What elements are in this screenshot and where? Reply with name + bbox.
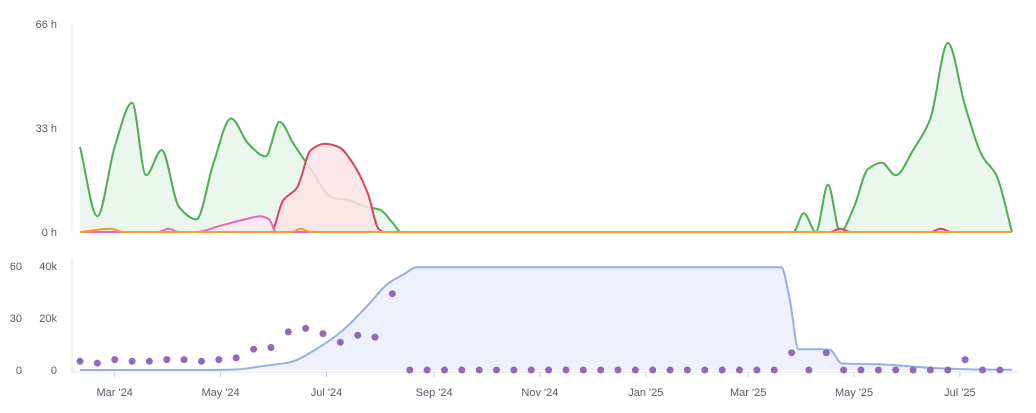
count-point xyxy=(545,366,553,374)
count-point xyxy=(718,366,726,374)
count-point xyxy=(527,366,535,374)
x-tick-label: Mar '24 xyxy=(97,387,133,399)
count-scatter-chart: 0 30 60 0 20k 40k Mar '24 May '24 Jul '24 Sep '… xyxy=(10,260,1018,399)
count-point xyxy=(493,366,500,374)
count-point xyxy=(770,366,778,374)
count-point xyxy=(631,366,639,374)
count-point xyxy=(892,366,900,374)
date-x-axis: Mar '24 May '24 Jul '24 Sep '24 Nov '24 Jan '… xyxy=(97,372,976,399)
count-point xyxy=(614,366,622,374)
count-point xyxy=(701,366,709,374)
count-point xyxy=(441,366,448,374)
count-point xyxy=(145,357,153,365)
count-right-y-axis: 0 20k 40k xyxy=(39,261,57,377)
count-point xyxy=(788,349,796,357)
x-tick-label: Nov '24 xyxy=(521,387,558,399)
count-point xyxy=(267,344,275,351)
hours-area-series xyxy=(79,41,1013,234)
count-point xyxy=(406,366,414,374)
count-point xyxy=(926,366,934,374)
x-tick-label: Sep '24 xyxy=(416,387,453,399)
count-left-y-tick-label: 0 xyxy=(16,365,22,377)
count-point xyxy=(284,328,292,336)
count-point xyxy=(562,366,570,374)
hours-series-1-area xyxy=(80,42,1012,232)
count-point xyxy=(857,366,865,374)
count-point xyxy=(597,366,605,374)
count-point xyxy=(944,366,952,374)
hours-y-tick-label: 33 h xyxy=(36,123,57,135)
count-point xyxy=(458,366,466,374)
x-tick-label: May '25 xyxy=(835,387,873,399)
count-point xyxy=(909,366,917,374)
x-tick-label: Mar '25 xyxy=(730,387,766,399)
count-point xyxy=(822,349,830,357)
count-point xyxy=(93,359,101,367)
count-left-y-tick-label: 60 xyxy=(10,261,22,273)
count-point xyxy=(736,366,743,374)
hours-area-chart: 0 h 33 h 66 h xyxy=(36,19,1013,239)
x-tick-label: Jan '25 xyxy=(628,387,663,399)
hours-y-axis: 0 h 33 h 66 h xyxy=(36,19,57,239)
count-left-y-axis: 0 30 60 xyxy=(10,261,22,377)
cumulative-line xyxy=(79,266,1013,372)
hours-series-4-line xyxy=(79,227,1012,234)
count-point xyxy=(961,356,969,364)
count-point xyxy=(198,357,205,365)
count-point xyxy=(232,354,240,362)
count-point xyxy=(336,338,344,346)
count-point xyxy=(805,366,813,374)
count-point xyxy=(354,331,362,339)
count-right-y-tick-label: 0 xyxy=(51,365,57,377)
count-point xyxy=(111,356,119,364)
cumulative-area xyxy=(80,267,1012,370)
count-point xyxy=(649,366,657,374)
count-point xyxy=(579,366,587,374)
hours-series-1-line xyxy=(79,41,1013,234)
count-point xyxy=(683,366,691,374)
x-tick-label: Jul '24 xyxy=(311,387,342,399)
count-point xyxy=(666,366,674,374)
count-point xyxy=(319,330,327,338)
hours-series-2-area xyxy=(80,143,1012,232)
count-left-y-tick-label: 30 xyxy=(10,313,22,325)
count-point xyxy=(128,357,136,365)
count-point xyxy=(423,366,431,374)
count-point xyxy=(475,366,483,374)
x-tick-label: Jul '25 xyxy=(944,387,975,399)
count-point xyxy=(840,366,848,374)
cumulative-line-series xyxy=(79,266,1013,372)
count-point xyxy=(180,356,188,364)
count-point xyxy=(76,357,84,365)
count-scatter-series xyxy=(76,290,1004,374)
count-point xyxy=(510,366,518,374)
count-right-y-tick-label: 40k xyxy=(39,261,57,273)
count-point xyxy=(371,333,379,341)
count-point xyxy=(388,290,396,298)
count-right-y-tick-label: 20k xyxy=(39,313,57,325)
hours-y-tick-label: 66 h xyxy=(36,19,57,31)
x-tick-label: May '24 xyxy=(202,387,240,399)
count-point xyxy=(302,324,310,332)
count-point xyxy=(163,356,171,364)
count-point xyxy=(979,366,986,374)
hours-y-tick-label: 0 h xyxy=(42,227,57,239)
count-point xyxy=(996,366,1004,374)
count-point xyxy=(874,366,882,374)
count-point xyxy=(753,366,761,374)
count-point xyxy=(250,345,258,353)
count-point xyxy=(215,356,223,364)
